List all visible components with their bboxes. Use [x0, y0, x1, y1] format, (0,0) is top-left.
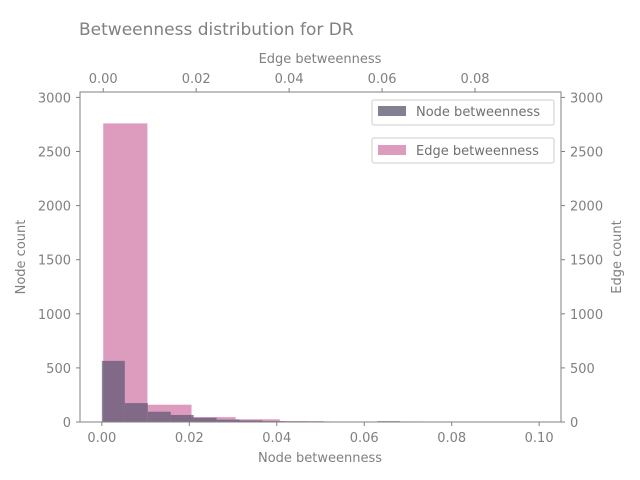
top-axis-label: Edge betweenness — [259, 52, 382, 67]
top-tick-label: 0.00 — [89, 72, 118, 87]
node-bar — [147, 411, 171, 422]
plot-frame — [79, 91, 562, 423]
left-tick-label: 3000 — [38, 91, 71, 106]
right-tick-label: 2500 — [570, 146, 603, 161]
chart-title: Betweenness distribution for DR — [79, 20, 354, 40]
left-tick-label: 2500 — [38, 146, 71, 161]
right-tick-label: 1500 — [570, 254, 603, 269]
legend-entry-node: Node betweenness — [371, 99, 555, 126]
edge-betweenness-bars — [103, 123, 545, 423]
legend-node-label: Node betweenness — [416, 105, 540, 120]
legend-edge-box — [371, 137, 555, 164]
bottom-tick-label: 0.10 — [525, 431, 554, 446]
node-bar — [124, 403, 148, 422]
node-bar — [193, 417, 217, 422]
bottom-tick-label: 0.08 — [437, 431, 466, 446]
bottom-tick-label: 0.06 — [350, 431, 379, 446]
left-tick-label: 0 — [63, 416, 71, 431]
right-tick-label: 2000 — [570, 200, 603, 215]
bottom-tick-label: 0.04 — [262, 431, 291, 446]
right-tick-label: 1000 — [570, 308, 603, 323]
node-bar — [170, 414, 194, 422]
node-bar — [239, 420, 263, 422]
top-tick-label: 0.06 — [368, 72, 397, 87]
bottom-axis-label: Node betweenness — [258, 451, 382, 466]
left-tick-label: 500 — [46, 362, 71, 377]
left-tick-label: 1500 — [38, 254, 71, 269]
right-tick-label: 500 — [570, 362, 595, 377]
bottom-tick-label: 0.02 — [175, 431, 204, 446]
left-axis-label: Node count — [14, 220, 29, 295]
legend-edge-label: Edge betweenness — [416, 144, 539, 159]
axis-ticks: 0.00 0.02 0.04 0.06 0.08 0.10 0.00 0.02 0.04 0.06… — [38, 72, 603, 446]
right-axis-label: Edge count — [610, 220, 625, 294]
legend-entry-edge: Edge betweenness — [371, 137, 555, 164]
top-tick-label: 0.04 — [275, 72, 304, 87]
top-tick-label: 0.02 — [182, 72, 211, 87]
left-tick-label: 2000 — [38, 200, 71, 215]
node-bar — [216, 419, 240, 422]
legend-node-swatch — [378, 106, 406, 116]
legend-edge-swatch — [378, 145, 406, 155]
node-betweenness-bars — [101, 360, 424, 422]
top-tick-label: 0.08 — [461, 72, 490, 87]
right-tick-label: 3000 — [570, 91, 603, 106]
left-tick-label: 1000 — [38, 308, 71, 323]
bottom-tick-label: 0.00 — [87, 431, 116, 446]
right-tick-label: 0 — [570, 416, 578, 431]
node-bar — [101, 360, 125, 422]
legend-node-box — [371, 99, 555, 126]
